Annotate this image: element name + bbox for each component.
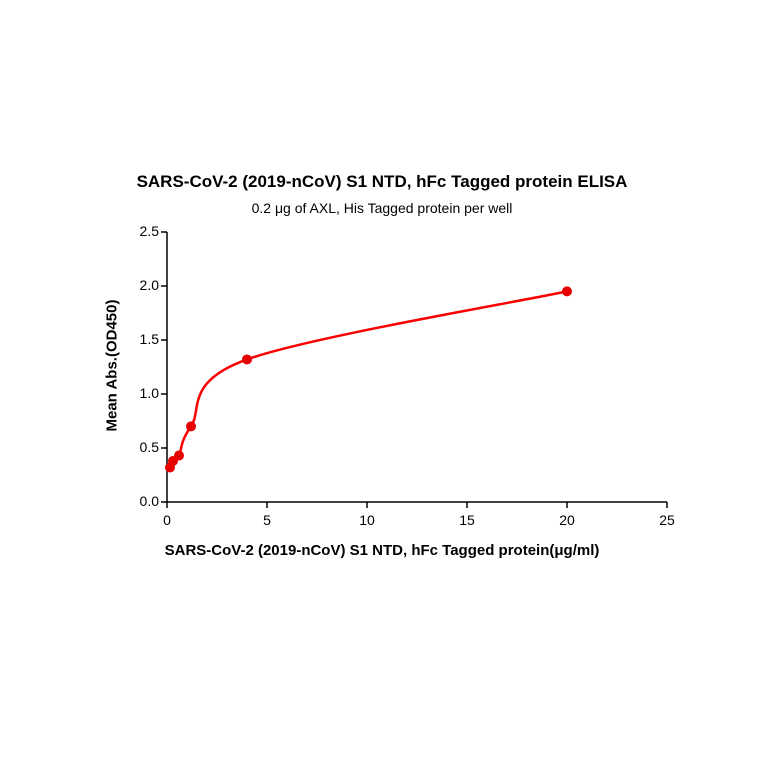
y-tick-label: 1.0 — [127, 385, 159, 401]
x-axis-label: SARS-CoV-2 (2019-nCoV) S1 NTD, hFc Tagge… — [72, 542, 692, 559]
chart-container: SARS-CoV-2 (2019-nCoV) S1 NTD, hFc Tagge… — [72, 172, 692, 592]
y-axis-label: Mean Abs.(OD450) — [104, 266, 121, 466]
chart-svg — [72, 172, 692, 592]
x-tick-label: 25 — [652, 512, 682, 528]
y-tick-label: 0.5 — [127, 439, 159, 455]
x-tick-label: 5 — [252, 512, 282, 528]
x-tick-label: 10 — [352, 512, 382, 528]
y-tick-label: 2.5 — [127, 223, 159, 239]
x-tick-label: 20 — [552, 512, 582, 528]
y-tick-label: 1.5 — [127, 331, 159, 347]
x-tick-label: 0 — [152, 512, 182, 528]
y-tick-label: 2.0 — [127, 277, 159, 293]
x-tick-label: 15 — [452, 512, 482, 528]
y-tick-label: 0.0 — [127, 493, 159, 509]
